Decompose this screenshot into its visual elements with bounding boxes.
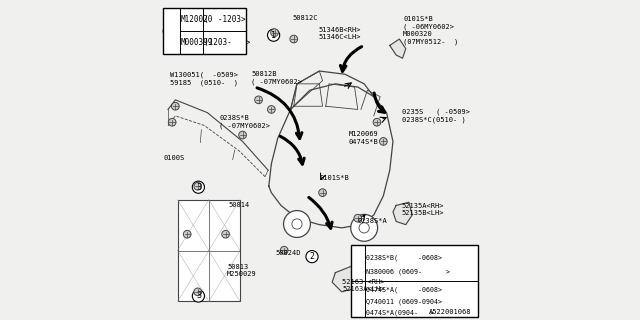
Circle shape (271, 29, 278, 36)
Text: 0238S*B
( -07MY0602>: 0238S*B ( -07MY0602> (219, 115, 270, 129)
Circle shape (222, 230, 230, 238)
Circle shape (351, 214, 378, 241)
Text: 0235S   ( -0509>
0238S*C(0510- ): 0235S ( -0509> 0238S*C(0510- ) (402, 108, 470, 123)
Circle shape (319, 189, 326, 196)
Circle shape (192, 290, 205, 302)
Circle shape (172, 102, 179, 110)
Text: 3: 3 (196, 183, 201, 192)
Text: 0474S*A(0904-   >: 0474S*A(0904- > (366, 309, 435, 316)
Text: 50824D: 50824D (275, 250, 301, 256)
Text: 0474S*A(     -0608>: 0474S*A( -0608> (366, 287, 442, 293)
Text: (1203-   >: (1203- > (204, 38, 250, 47)
Text: 2: 2 (355, 295, 360, 304)
Text: 0101S*B: 0101S*B (320, 175, 349, 180)
Circle shape (192, 181, 205, 193)
Text: W130051(  -0509>
59185  (0510-  ): W130051( -0509> 59185 (0510- ) (170, 71, 237, 86)
Circle shape (194, 288, 202, 296)
Text: 0238S*B(     -0608>: 0238S*B( -0608> (366, 254, 442, 261)
Text: 1: 1 (355, 259, 360, 268)
Text: 52135A<RH>
52135B<LH>: 52135A<RH> 52135B<LH> (402, 203, 444, 216)
Polygon shape (332, 266, 358, 292)
Circle shape (354, 214, 362, 222)
Text: A522001068: A522001068 (429, 309, 471, 315)
Circle shape (163, 24, 178, 38)
Text: Q740011 (0609-0904>: Q740011 (0609-0904> (366, 298, 442, 305)
Text: 2: 2 (310, 252, 314, 261)
Circle shape (280, 246, 288, 254)
Circle shape (194, 182, 202, 190)
Circle shape (268, 106, 275, 113)
Circle shape (352, 294, 364, 305)
Circle shape (239, 131, 246, 139)
Text: 52163 <RH>
52163A<LH>: 52163 <RH> 52163A<LH> (342, 279, 385, 292)
Text: (  -1203>: ( -1203> (204, 15, 245, 24)
Text: M000399: M000399 (181, 38, 214, 47)
Text: 3: 3 (168, 26, 173, 36)
Text: 0238S*A: 0238S*A (358, 219, 387, 224)
Text: M120069
0474S*B: M120069 0474S*B (349, 132, 378, 145)
FancyBboxPatch shape (163, 8, 246, 54)
Circle shape (380, 138, 387, 145)
Circle shape (183, 230, 191, 238)
FancyBboxPatch shape (351, 245, 477, 317)
Text: M120020: M120020 (181, 15, 214, 24)
Text: 3: 3 (196, 292, 201, 300)
Text: 50812C: 50812C (292, 15, 318, 20)
Circle shape (292, 219, 302, 229)
Polygon shape (393, 202, 412, 225)
Text: 50812B
( -07MY0602>: 50812B ( -07MY0602> (251, 71, 302, 85)
Text: 50814: 50814 (229, 202, 250, 208)
Text: 51346B<RH>
51346C<LH>: 51346B<RH> 51346C<LH> (319, 27, 361, 40)
Circle shape (284, 211, 310, 237)
Circle shape (359, 223, 369, 233)
Circle shape (268, 29, 280, 41)
Circle shape (373, 118, 381, 126)
Text: 50813
M250029: 50813 M250029 (227, 264, 257, 277)
Circle shape (306, 251, 318, 263)
Circle shape (352, 258, 364, 269)
Circle shape (290, 35, 298, 43)
Text: 1: 1 (271, 31, 276, 40)
Polygon shape (390, 39, 406, 58)
Text: N380006 (0609-      >: N380006 (0609- > (366, 269, 451, 275)
FancyBboxPatch shape (178, 200, 240, 301)
Circle shape (168, 118, 176, 126)
Text: 0100S: 0100S (163, 156, 184, 161)
Circle shape (255, 96, 262, 104)
Text: 0101S*B
( -06MY0602>
M000320
(07MY0512-  ): 0101S*B ( -06MY0602> M000320 (07MY0512- … (403, 16, 458, 45)
